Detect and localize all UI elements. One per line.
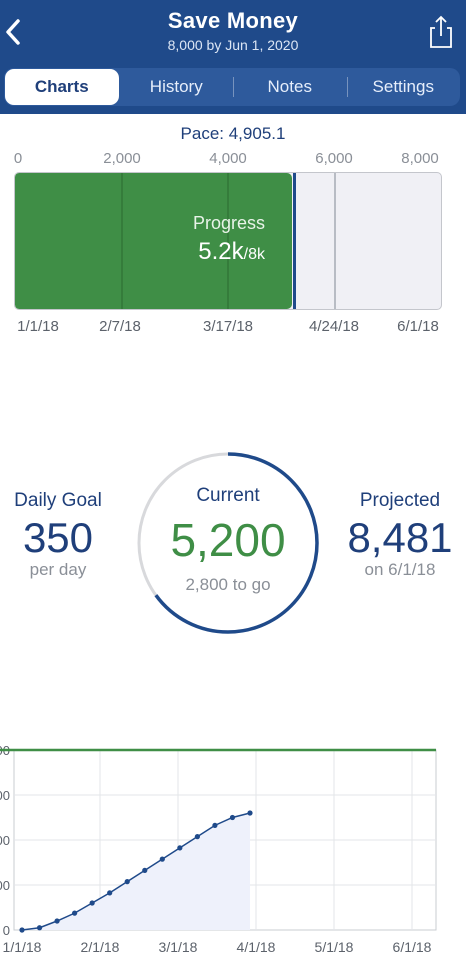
data-point [54, 918, 60, 924]
daily-goal-value: 350 [22, 514, 94, 561]
data-point [142, 867, 148, 873]
data-point [212, 822, 218, 828]
progress-label: Progress 5.2k/8k [193, 213, 265, 266]
projected-date: on 6/1/18 [364, 560, 436, 580]
top-axis-label: 0 [13, 150, 23, 167]
bottom-axis-label: 6/1/18 [397, 318, 439, 335]
x-tick-label: 2/1/18 [81, 939, 120, 955]
area-fill [22, 813, 250, 930]
current-stat: Current 5,200 2,800 to go [136, 451, 320, 635]
pace-marker [293, 173, 297, 309]
data-point [72, 910, 78, 916]
data-point [229, 814, 236, 821]
share-icon [430, 15, 452, 48]
current-label: Current [196, 485, 260, 506]
tab-settings[interactable]: Settings [346, 68, 461, 106]
gridline [334, 173, 336, 309]
y-tick-label: 00 [0, 878, 10, 893]
top-axis-label: 6,000 [315, 150, 353, 167]
data-point [194, 834, 200, 840]
daily-goal-unit: per day [29, 560, 87, 580]
page-subtitle: 8,000 by Jun 1, 2020 [167, 37, 299, 53]
share-button[interactable] [426, 14, 456, 50]
data-point [177, 845, 183, 851]
data-point [247, 810, 253, 816]
header-bar: Save Money 8,000 by Jun 1, 2020 Charts H… [0, 0, 466, 114]
progress-bar: Progress 5.2k/8k [14, 172, 442, 310]
daily-goal-stat: Daily Goal 350 per day [4, 490, 112, 580]
x-tick-label: 1/1/18 [3, 939, 42, 955]
projected-label: Projected [359, 490, 441, 511]
progress-fill [15, 173, 292, 309]
tab-charts[interactable]: Charts [5, 69, 119, 105]
y-tick-label: 0 [3, 923, 10, 938]
data-point [159, 856, 165, 862]
top-axis-label: 4,000 [209, 150, 247, 167]
x-tick-label: 6/1/18 [393, 939, 432, 955]
back-button[interactable] [2, 14, 34, 50]
top-axis-label: 8,000 [401, 150, 439, 167]
data-point [19, 927, 25, 933]
projected-stat: Projected 8,481 on 6/1/18 [340, 490, 460, 580]
bottom-axis-label: 3/17/18 [202, 318, 254, 335]
gridline [121, 173, 123, 309]
series-line [21, 812, 251, 931]
tab-history[interactable]: History [149, 77, 203, 96]
tab-bar: Charts History Notes Settings [4, 68, 460, 106]
y-tick-label: 00 [0, 833, 10, 848]
progress-title: Progress [192, 213, 265, 233]
pace-label: Pace: 4,905.1 [180, 124, 286, 143]
top-axis-label: 2,000 [103, 150, 141, 167]
data-point [36, 925, 43, 931]
daily-goal-label: Daily Goal [14, 490, 102, 511]
data-point [89, 900, 95, 906]
y-tick-label: 00 [0, 788, 10, 803]
progress-value: 5.2k/8k [198, 238, 265, 265]
tab-notes[interactable]: Notes [233, 68, 347, 106]
x-tick-label: 3/1/18 [159, 939, 198, 955]
current-value: 5,200 [170, 514, 286, 566]
savings-line-chart: 0000000001/1/182/1/183/1/184/1/185/1/186… [0, 743, 437, 955]
projected-value: 8,481 [347, 514, 453, 561]
data-point [107, 890, 113, 896]
bottom-axis-label: 4/24/18 [308, 318, 360, 335]
data-point [124, 879, 130, 885]
bottom-axis-label: 1/1/18 [17, 318, 59, 335]
x-tick-label: 4/1/18 [237, 939, 276, 955]
chevron-left-icon [6, 19, 20, 45]
page-title: Save Money [167, 8, 299, 33]
current-remaining: 2,800 to go [185, 575, 271, 594]
bottom-axis-label: 2/7/18 [99, 318, 141, 335]
gridline [227, 173, 229, 309]
x-tick-label: 5/1/18 [315, 939, 354, 955]
current-progress-ring [137, 452, 319, 634]
